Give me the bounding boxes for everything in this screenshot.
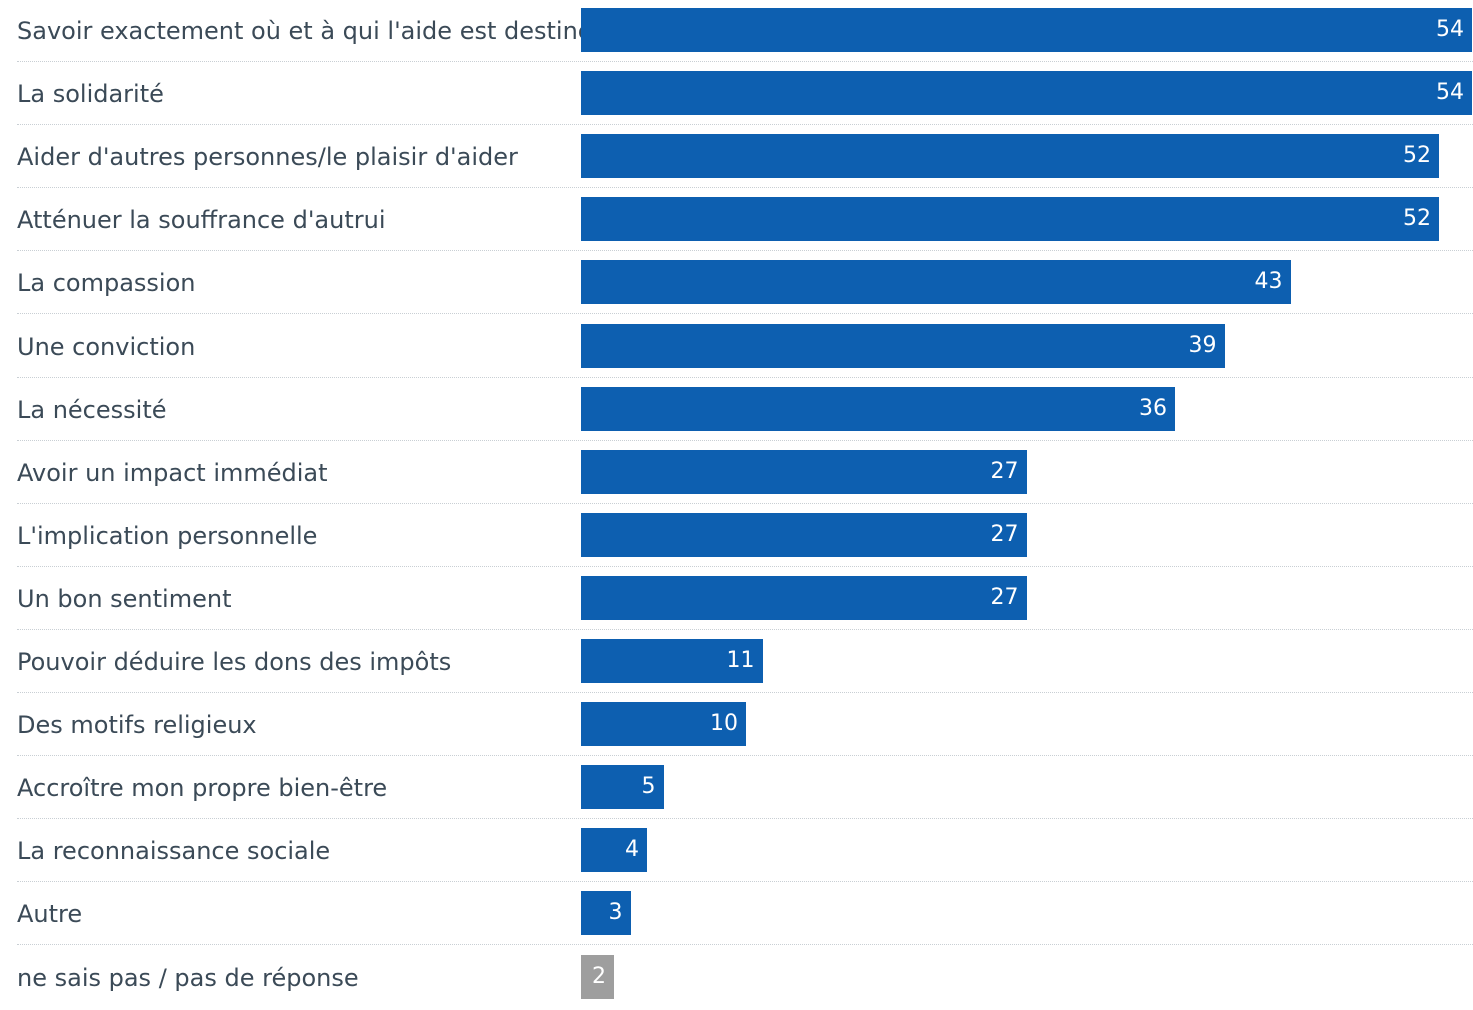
bar-row: Savoir exactement où et à qui l'aide est… bbox=[0, 0, 1473, 63]
category-label: Un bon sentiment bbox=[17, 584, 232, 613]
category-label: Atténuer la souffrance d'autrui bbox=[17, 206, 386, 235]
bar-row: Aider d'autres personnes/le plaisir d'ai… bbox=[0, 126, 1473, 189]
bar: 39 bbox=[581, 323, 1225, 368]
row-separator bbox=[17, 187, 1473, 189]
bar-value-label: 10 bbox=[710, 711, 738, 737]
bar: 5 bbox=[581, 765, 664, 810]
bar-row: La solidarité 54 bbox=[0, 63, 1473, 126]
bar-row: La reconnaissance sociale 4 bbox=[0, 820, 1473, 883]
row-separator bbox=[17, 313, 1473, 315]
bar: 27 bbox=[581, 512, 1027, 557]
bar-value-label: 4 bbox=[625, 837, 639, 863]
bar-row: Des motifs religieux 10 bbox=[0, 694, 1473, 757]
bar-row: Atténuer la souffrance d'autrui 52 bbox=[0, 189, 1473, 252]
row-separator bbox=[17, 881, 1473, 883]
bar-value-label: 2 bbox=[592, 963, 606, 989]
bar-value-label: 54 bbox=[1436, 80, 1464, 106]
bar: 52 bbox=[581, 197, 1439, 242]
bar-row: Avoir un impact immédiat 27 bbox=[0, 442, 1473, 505]
row-separator bbox=[17, 692, 1473, 693]
bar-value-label: 52 bbox=[1403, 143, 1431, 169]
category-label: Une conviction bbox=[17, 332, 196, 361]
bar-value-label: 52 bbox=[1403, 206, 1431, 232]
bar: 27 bbox=[581, 449, 1027, 494]
bar: 4 bbox=[581, 828, 647, 873]
bar-value-label: 27 bbox=[990, 584, 1019, 610]
bar: 54 bbox=[581, 71, 1472, 116]
bar: 10 bbox=[581, 702, 746, 747]
bar: 2 bbox=[581, 954, 614, 999]
row-separator bbox=[17, 250, 1473, 252]
row-separator bbox=[17, 376, 1473, 378]
bar-row: La compassion 43 bbox=[0, 252, 1473, 315]
row-separator bbox=[17, 628, 1473, 630]
row-separator bbox=[17, 439, 1473, 441]
category-label: Pouvoir déduire les dons des impôts bbox=[17, 648, 452, 676]
category-label: Autre bbox=[17, 900, 83, 929]
bar-value-label: 5 bbox=[641, 774, 656, 800]
bar: 54 bbox=[581, 8, 1472, 52]
row-separator bbox=[17, 61, 1473, 62]
bar-value-label: 27 bbox=[990, 458, 1019, 484]
bar: 3 bbox=[581, 891, 631, 936]
row-separator bbox=[17, 502, 1473, 504]
bar: 27 bbox=[581, 575, 1027, 620]
bar-row: Accroître mon propre bien-être 5 bbox=[0, 757, 1473, 820]
category-label: L'implication personnelle bbox=[17, 521, 318, 550]
category-label: La compassion bbox=[17, 269, 196, 298]
category-label: La solidarité bbox=[17, 80, 164, 109]
row-separator bbox=[17, 124, 1473, 126]
category-label: Accroître mon propre bien-être bbox=[17, 774, 388, 803]
bar-row: Autre 3 bbox=[0, 883, 1473, 946]
category-label: Aider d'autres personnes/le plaisir d'ai… bbox=[17, 143, 518, 172]
category-label: Savoir exactement où et à qui l'aide est… bbox=[17, 17, 608, 45]
bar-row: Pouvoir déduire les dons des impôts 11 bbox=[0, 631, 1473, 694]
category-label: Avoir un impact immédiat bbox=[17, 458, 328, 487]
bar-value-label: 39 bbox=[1188, 332, 1217, 358]
bar-value-label: 11 bbox=[726, 648, 755, 673]
category-label: La reconnaissance sociale bbox=[17, 837, 331, 866]
row-separator bbox=[17, 818, 1473, 820]
category-label: La nécessité bbox=[17, 395, 167, 424]
bar-row: Un bon sentiment 27 bbox=[0, 568, 1473, 631]
bar-value-label: 3 bbox=[608, 900, 623, 926]
category-label: ne sais pas / pas de réponse bbox=[17, 963, 359, 992]
row-separator bbox=[17, 565, 1473, 567]
bar: 11 bbox=[581, 639, 763, 683]
category-label: Des motifs religieux bbox=[17, 711, 257, 740]
bar: 52 bbox=[581, 134, 1439, 179]
bar-row: ne sais pas / pas de réponse 2 bbox=[0, 947, 1473, 1010]
row-separator bbox=[17, 944, 1473, 946]
row-separator bbox=[17, 755, 1473, 757]
bar-value-label: 36 bbox=[1139, 395, 1167, 421]
bar: 43 bbox=[581, 260, 1291, 305]
bar-row: La nécessité 36 bbox=[0, 379, 1473, 442]
bar-row: L'implication personnelle 27 bbox=[0, 505, 1473, 568]
bar-value-label: 54 bbox=[1436, 17, 1464, 42]
bar-value-label: 43 bbox=[1254, 269, 1283, 295]
bar: 36 bbox=[581, 386, 1175, 431]
bar-value-label: 27 bbox=[990, 521, 1019, 547]
bar-row: Une conviction 39 bbox=[0, 316, 1473, 379]
